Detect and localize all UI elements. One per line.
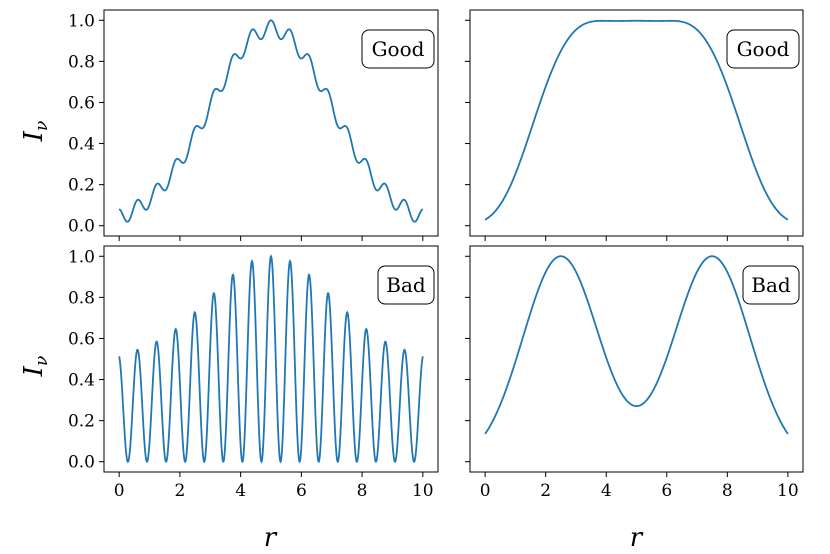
y-tick-label: 0.4 xyxy=(68,371,95,391)
y-tick-label: 0.6 xyxy=(68,329,95,349)
y-tick-label: 0.2 xyxy=(68,412,95,432)
xlabel-right: r xyxy=(630,523,644,553)
panel-top-left: 0.0 0.2 0.4 0.6 0.8 1.0 Good xyxy=(68,9,439,241)
panel-tag-label: Bad xyxy=(751,273,791,297)
x-tick-label: 0 xyxy=(480,481,491,501)
x-tick-label: 6 xyxy=(661,481,672,501)
axes-frame xyxy=(103,9,439,237)
x-tick-label: 8 xyxy=(357,481,368,501)
y-tick-label: 1.0 xyxy=(68,247,95,267)
x-tick-label: 4 xyxy=(235,481,246,501)
panel-tag-box xyxy=(361,29,435,69)
y-tick-label: 0.8 xyxy=(68,52,95,72)
panel-bottom-right: 0 2 4 6 8 10 Bad xyxy=(465,245,804,501)
x-tick-label: 2 xyxy=(540,481,551,501)
axes-frame xyxy=(469,9,804,237)
panel-bottom-left: 0 2 4 6 8 10 0.0 0.2 0.4 0.6 0.8 1.0 Bad xyxy=(68,245,439,501)
x-tick-label: 2 xyxy=(174,481,185,501)
panel-tag-label: Bad xyxy=(386,273,426,297)
series-line xyxy=(484,19,789,221)
x-tick-label: 4 xyxy=(601,481,612,501)
y-tick-label: 0.4 xyxy=(68,135,95,155)
y-tick-label: 0.2 xyxy=(68,176,95,196)
series-line xyxy=(118,19,424,223)
panel-tag-box xyxy=(726,29,800,69)
x-tick-label: 10 xyxy=(777,481,799,501)
panel-tag-label: Good xyxy=(372,37,425,61)
y-tick-label: 0.0 xyxy=(68,453,95,473)
panel-tag-box xyxy=(742,265,800,305)
ylabel-top: Iν xyxy=(19,121,52,143)
xlabel-left: r xyxy=(264,523,278,553)
axes-frame xyxy=(469,245,804,473)
series-line xyxy=(118,254,424,464)
y-tick-label: 0.6 xyxy=(68,93,95,113)
y-tick-label: 0.0 xyxy=(68,217,95,237)
ylabel-bottom: Iν xyxy=(19,356,52,378)
axes-frame xyxy=(103,245,439,473)
x-tick-label: 10 xyxy=(412,481,434,501)
x-tick-label: 0 xyxy=(114,481,125,501)
panel-tag-box xyxy=(377,265,435,305)
panel-tag-label: Good xyxy=(737,37,790,61)
series-line xyxy=(484,255,789,435)
panel-top-right: Good xyxy=(465,9,804,241)
y-tick-label: 1.0 xyxy=(68,11,95,31)
y-tick-label: 0.8 xyxy=(68,288,95,308)
x-tick-label: 6 xyxy=(296,481,307,501)
x-tick-label: 8 xyxy=(722,481,733,501)
